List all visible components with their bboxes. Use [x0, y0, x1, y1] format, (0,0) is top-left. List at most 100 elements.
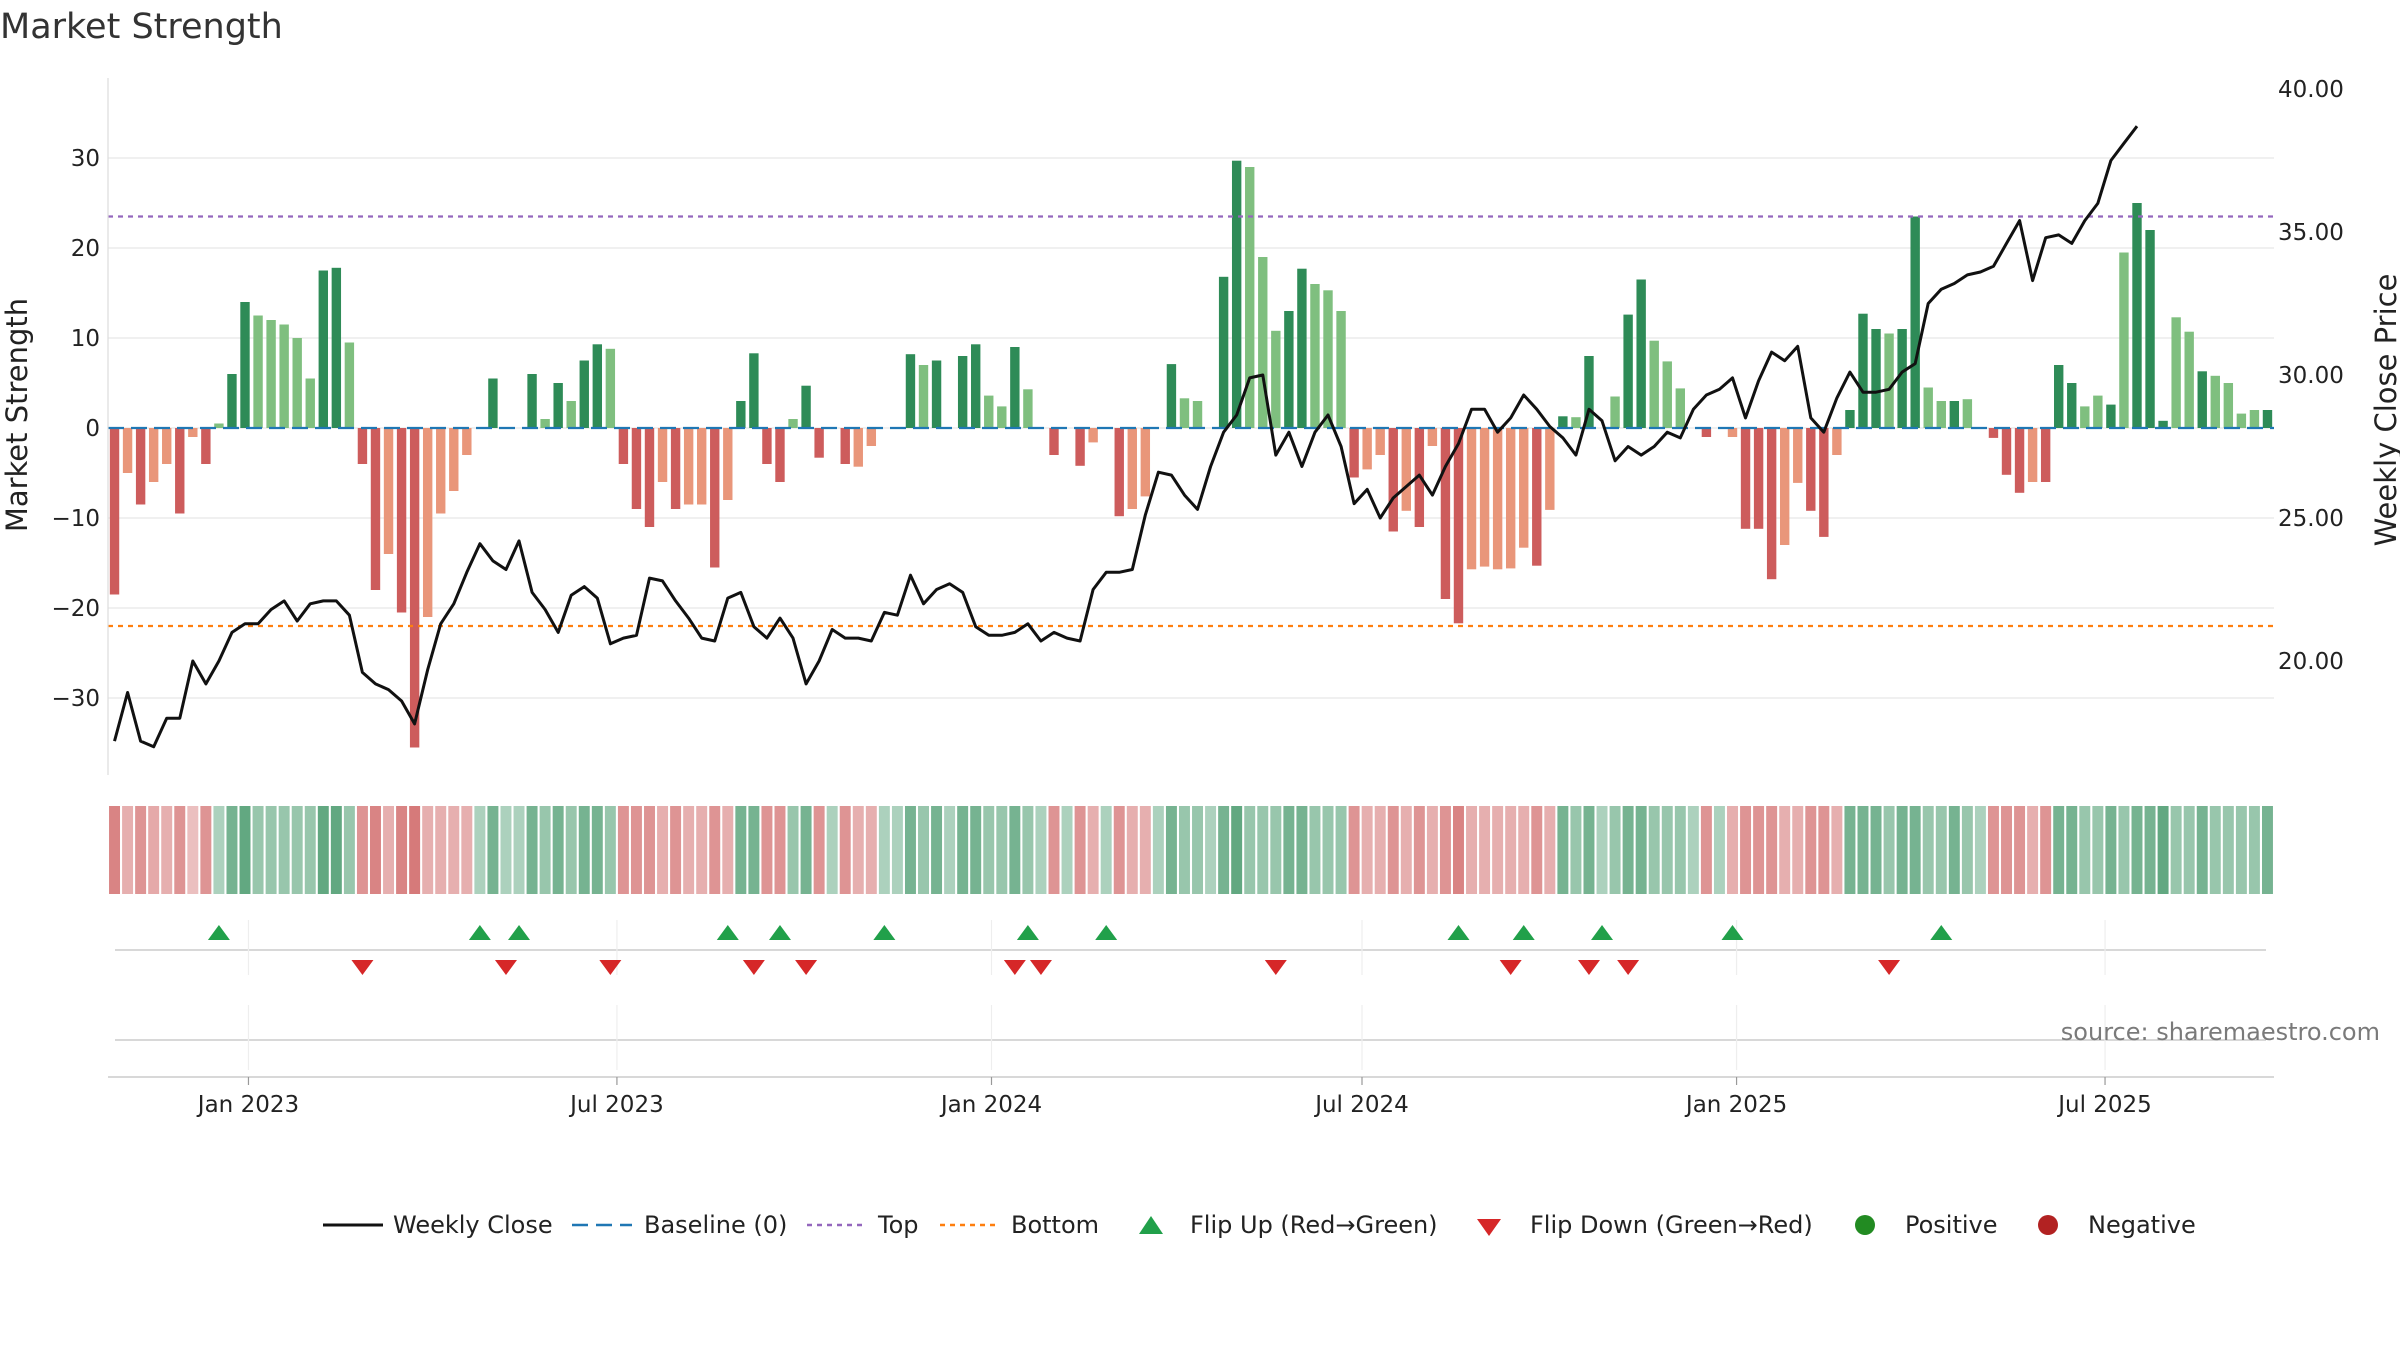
heat-cell	[2209, 806, 2221, 894]
heat-cell	[604, 806, 616, 894]
strength-bar	[2054, 365, 2064, 428]
legend-label-flip_up: Flip Up (Red→Green)	[1190, 1211, 1438, 1239]
strength-bar	[657, 428, 668, 482]
flip-down-marker	[1029, 960, 1052, 975]
heat-cell	[761, 806, 773, 894]
heat-cell	[1087, 806, 1099, 894]
strength-bars	[109, 160, 2273, 748]
strength-bar	[2184, 331, 2194, 428]
flip-up-marker	[873, 925, 896, 940]
strength-bar	[422, 428, 433, 617]
heat-cell	[1400, 806, 1412, 894]
heat-cell	[2261, 806, 2273, 894]
strength-bar	[1701, 428, 1712, 437]
strength-bar	[1375, 428, 1385, 455]
heat-cell	[1244, 806, 1256, 894]
strength-bar	[148, 428, 159, 482]
strength-bar	[931, 360, 942, 428]
flip-down-marker	[494, 960, 517, 975]
strength-bar	[1023, 389, 1033, 428]
strength-bar	[1466, 428, 1477, 570]
heat-cell	[291, 806, 303, 894]
strength-bar	[618, 428, 629, 464]
heat-cell	[1844, 806, 1856, 894]
strength-bar	[2132, 203, 2142, 428]
strength-bar	[1479, 428, 1490, 567]
heat-cell	[487, 806, 499, 894]
heat-cell	[774, 806, 786, 894]
strength-bar	[984, 395, 994, 428]
heat-cell	[2040, 806, 2052, 894]
left-tick-label: −10	[51, 506, 100, 532]
strength-bar	[631, 428, 642, 509]
strength-bar	[2093, 395, 2103, 428]
heat-cell	[2066, 806, 2078, 894]
heat-cell	[1218, 806, 1230, 894]
strength-bar	[905, 354, 916, 428]
flip-down-marker	[1577, 960, 1600, 975]
heat-cell	[891, 806, 903, 894]
strength-bar	[396, 428, 407, 613]
heat-cell	[1074, 806, 1086, 894]
heat-cell	[1713, 806, 1725, 894]
strength-bar	[723, 428, 733, 500]
x-tick-label: Jan 2023	[196, 1092, 299, 1118]
strength-bar	[370, 428, 381, 590]
heat-cell	[839, 806, 851, 894]
strength-bar	[462, 428, 472, 455]
heat-cell	[252, 806, 264, 894]
left-tick-label: −20	[51, 596, 100, 622]
flip-up-marker	[716, 925, 739, 940]
heat-cell	[539, 806, 551, 894]
strength-bar	[436, 428, 446, 514]
heat-cell	[1922, 806, 1934, 894]
strength-bar	[1075, 428, 1085, 466]
flip-down-marker	[742, 960, 765, 975]
heat-cell	[670, 806, 682, 894]
legend-swatch-flip-down	[1477, 1219, 1501, 1236]
strength-bar	[2001, 428, 2012, 475]
heat-cell	[278, 806, 290, 894]
strength-bar	[488, 378, 498, 428]
heat-cell	[1270, 806, 1282, 894]
heat-cell	[800, 806, 812, 894]
heat-cell	[1896, 806, 1908, 894]
flip-down-marker	[795, 960, 818, 975]
heat-cell	[1361, 806, 1373, 894]
strength-bar	[1779, 428, 1790, 545]
heat-cell	[1505, 806, 1517, 894]
heat-cell	[1687, 806, 1699, 894]
left-tick-label: 20	[71, 236, 100, 262]
heat-cell	[513, 806, 525, 894]
left-tick-label: 30	[71, 146, 100, 172]
strength-bar	[1049, 428, 1059, 455]
heat-cell	[1792, 806, 1804, 894]
strength-bar	[1832, 428, 1842, 455]
strength-bar	[1519, 428, 1529, 548]
strength-bar	[957, 356, 968, 428]
heat-cell	[2014, 806, 2026, 894]
heat-cell	[1805, 806, 1817, 894]
heat-cell	[2027, 806, 2039, 894]
strength-bar	[1179, 398, 1190, 428]
strength-bar	[1871, 329, 1881, 428]
flip-up-marker	[1016, 925, 1039, 940]
strength-bar	[1858, 313, 1868, 428]
strength-bar	[2119, 252, 2129, 428]
heat-cell	[1557, 806, 1569, 894]
heat-cell	[461, 806, 473, 894]
heat-cell	[1635, 806, 1647, 894]
heat-cell	[200, 806, 212, 894]
reference-lines	[108, 215, 2274, 628]
strength-bar	[1440, 428, 1451, 599]
heat-cell	[1870, 806, 1882, 894]
flip-down-marker	[1878, 960, 1901, 975]
strength-bar	[175, 428, 185, 514]
strength-bar	[240, 302, 250, 428]
strength-bar	[227, 374, 237, 428]
strength-bar	[1584, 356, 1594, 428]
strength-bar	[2027, 428, 2038, 482]
heat-cell	[1374, 806, 1386, 894]
heat-cell	[813, 806, 825, 894]
strength-bar	[605, 348, 616, 428]
